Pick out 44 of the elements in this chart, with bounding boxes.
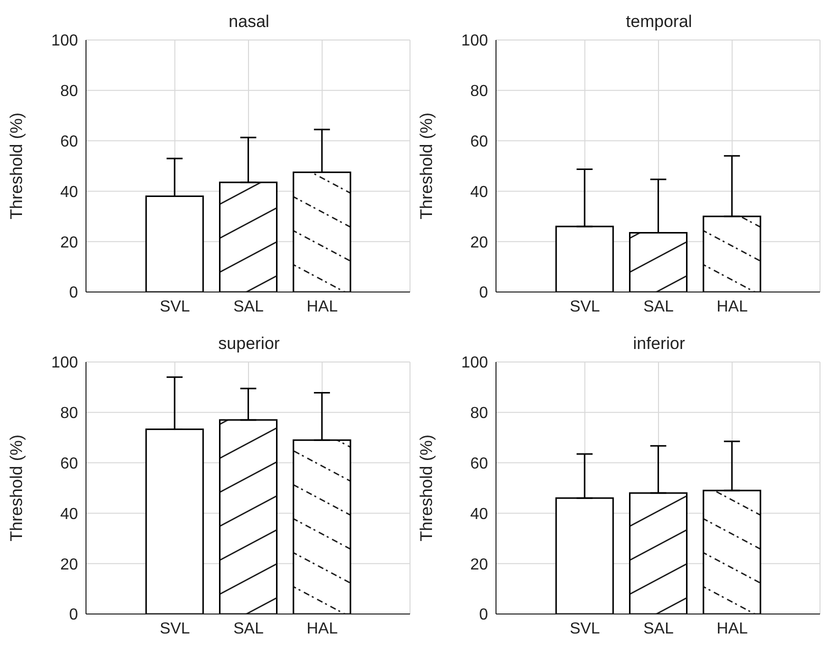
y-axis-title: Threshold (%) [417, 434, 436, 542]
y-tick-label: 100 [461, 354, 488, 372]
chart-title: temporal [624, 12, 694, 32]
x-tick-label: HAL [716, 298, 748, 316]
y-tick-label: 80 [470, 405, 488, 422]
y-tick-label: 100 [51, 354, 78, 372]
y-tick-label: 20 [470, 234, 488, 252]
x-tick-label: SAL [643, 298, 674, 316]
x-tick-label: SAL [233, 620, 264, 638]
y-tick-label: 60 [470, 455, 488, 472]
y-tick-label: 20 [470, 556, 488, 574]
x-tick-label: HAL [716, 620, 748, 638]
y-tick-label: 100 [461, 32, 488, 50]
chart-title: superior [217, 334, 281, 354]
x-tick-label: SVL [570, 620, 600, 638]
y-tick-label: 80 [470, 83, 488, 100]
y-tick-label: 60 [60, 133, 78, 150]
x-tick-label: SVL [160, 298, 190, 316]
y-tick-label: 40 [470, 506, 488, 523]
y-tick-label: 20 [60, 234, 78, 252]
y-axis-title: Threshold (%) [7, 434, 26, 542]
y-tick-label: 0 [479, 284, 488, 302]
x-tick-label: HAL [306, 298, 338, 316]
y-tick-label: 80 [60, 405, 78, 422]
y-tick-label: 40 [60, 184, 78, 201]
x-tick-label: HAL [306, 620, 338, 638]
y-tick-label: 60 [470, 133, 488, 150]
chart-title: nasal [228, 12, 270, 32]
chart-title: inferior [632, 334, 686, 354]
y-tick-label: 40 [60, 506, 78, 523]
x-tick-label: SAL [233, 298, 264, 316]
y-tick-label: 20 [60, 556, 78, 574]
x-tick-label: SVL [570, 298, 600, 316]
y-tick-label: 0 [69, 606, 78, 624]
y-axis-title: Threshold (%) [7, 112, 26, 220]
x-tick-label: SVL [160, 620, 190, 638]
y-tick-label: 80 [60, 83, 78, 100]
y-tick-label: 0 [479, 606, 488, 624]
y-tick-label: 40 [470, 184, 488, 201]
y-tick-label: 60 [60, 455, 78, 472]
y-axis-title: Threshold (%) [417, 112, 436, 220]
x-tick-label: SAL [643, 620, 674, 638]
y-tick-label: 100 [51, 32, 78, 50]
y-tick-label: 0 [69, 284, 78, 302]
